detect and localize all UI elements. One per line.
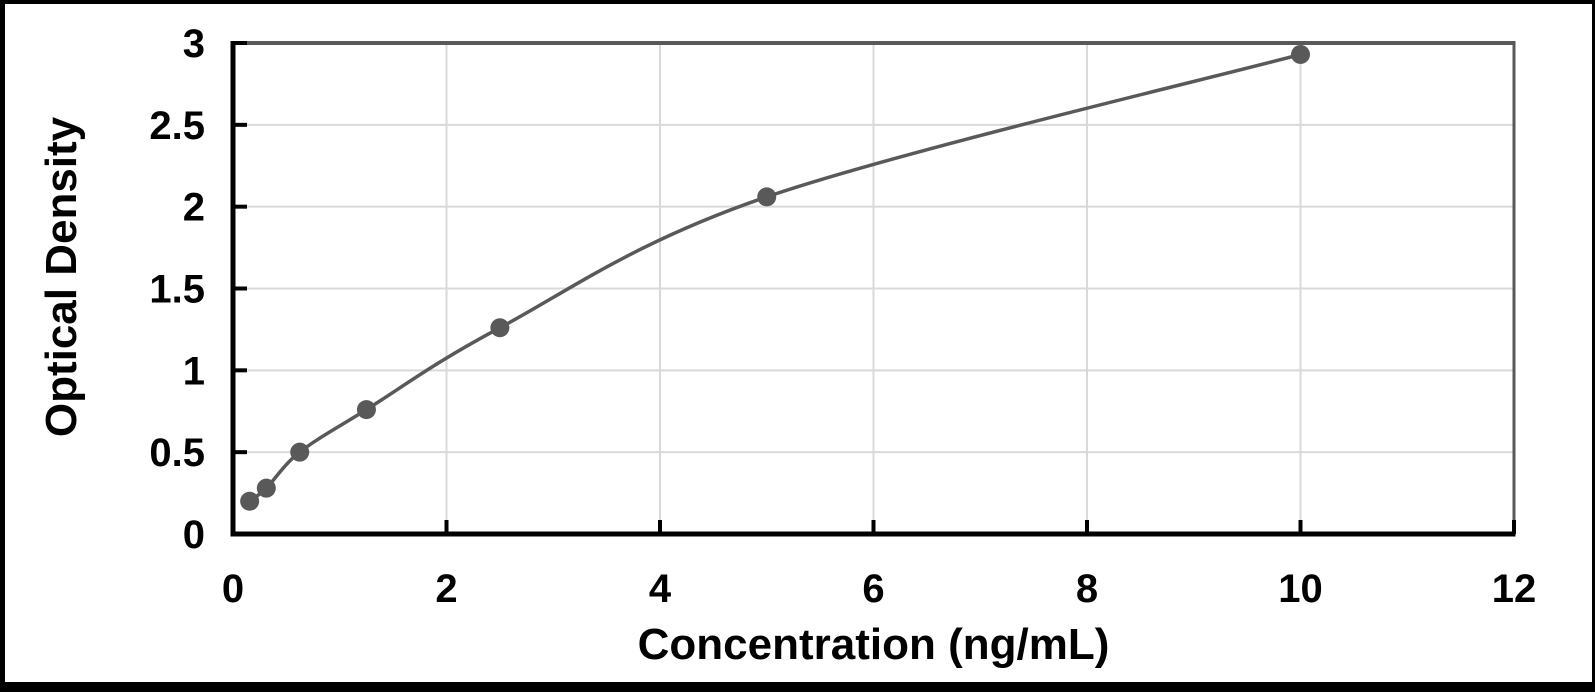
y-tick-label: 0 xyxy=(183,513,205,557)
x-axis-title: Concentration (ng/mL) xyxy=(637,620,1110,669)
data-point xyxy=(1291,44,1310,64)
x-tick-label: 10 xyxy=(1278,567,1323,611)
y-tick-label: 2.5 xyxy=(149,104,205,148)
standard-curve-line xyxy=(247,52,1303,504)
y-axis-title: Optical Density xyxy=(37,116,86,438)
x-tick-label: 0 xyxy=(222,567,244,611)
data-point xyxy=(757,187,777,207)
data-point xyxy=(356,400,376,420)
y-tick-label: 1.5 xyxy=(149,268,205,312)
y-tick-label: 2 xyxy=(183,186,205,230)
y-tick-label: 1 xyxy=(183,349,205,393)
data-point xyxy=(240,491,260,511)
data-point xyxy=(490,318,510,338)
data-point xyxy=(256,478,276,498)
y-tick-label: 3 xyxy=(183,22,205,66)
y-tick-label: 0.5 xyxy=(149,431,205,475)
data-point xyxy=(290,442,310,462)
x-tick-label: 6 xyxy=(862,567,884,611)
x-tick-label: 4 xyxy=(649,567,672,611)
x-tick-label: 12 xyxy=(1492,567,1537,611)
x-tick-label: 8 xyxy=(1076,567,1098,611)
x-tick-label: 2 xyxy=(435,567,457,611)
